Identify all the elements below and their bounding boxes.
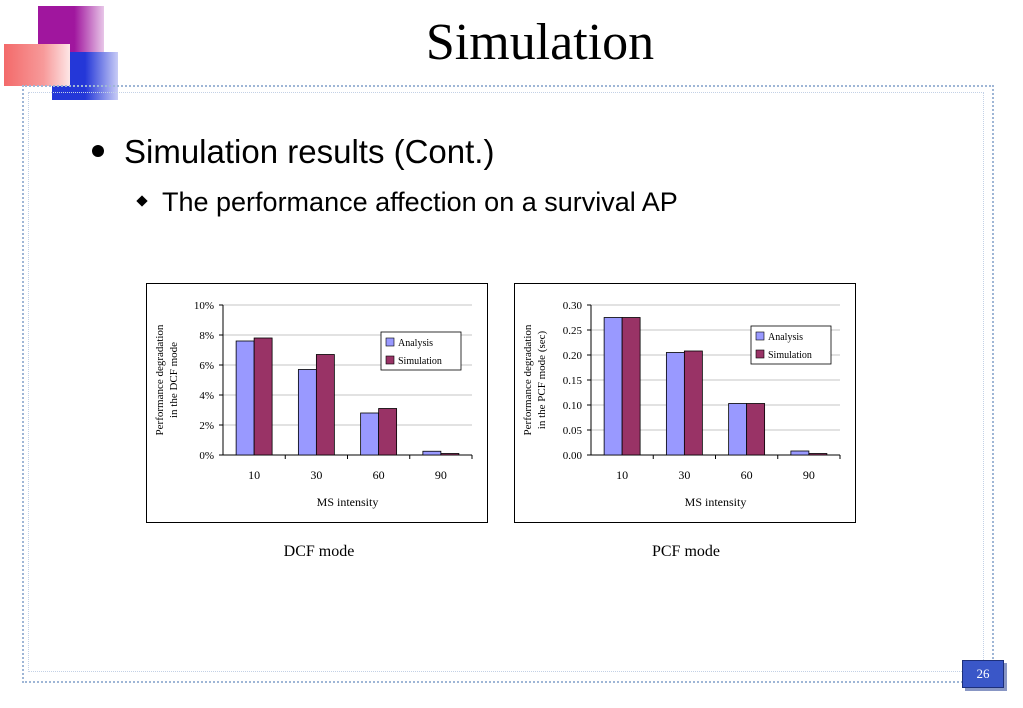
bar-simulation-90 — [808, 453, 828, 456]
deco-square-salmon — [4, 44, 70, 86]
x-tick-label: 10 — [616, 468, 628, 482]
legend-label-simulation: Simulation — [398, 356, 442, 367]
y-tick-label: 0.20 — [563, 350, 583, 362]
x-axis-label: MS intensity — [317, 495, 379, 509]
bar-simulation-30 — [683, 350, 703, 456]
pcf-chart: 0.00 0.05 0.10 0.15 0.20 0.25 0.30 10 30 60 90 MS i… — [522, 300, 841, 509]
bar-analysis-60 — [728, 403, 748, 456]
bullet-level-1: Simulation results (Cont.) — [92, 133, 494, 171]
bullet-1-text: Simulation results (Cont.) — [124, 133, 495, 170]
bullet-dot-icon — [92, 145, 104, 158]
bar-analysis-90 — [422, 450, 442, 456]
bar-analysis-10 — [603, 317, 623, 456]
bullet-level-2: The performance affection on a survival … — [136, 187, 678, 218]
bullet-diamond-icon — [136, 195, 148, 207]
x-tick-label: 90 — [803, 468, 815, 482]
bar-simulation-30 — [315, 354, 335, 456]
x-tick-label: 30 — [310, 468, 322, 482]
y-tick-label: 2% — [199, 420, 214, 432]
bar-simulation-90 — [440, 453, 460, 456]
legend-label-analysis: Analysis — [398, 338, 433, 349]
y-axis-label-line-2: in the DCF mode — [168, 342, 180, 418]
y-tick-label: 0.10 — [563, 400, 583, 412]
dcf-caption: DCF mode — [283, 543, 355, 560]
bar-simulation-10 — [621, 317, 641, 456]
x-tick-label: 90 — [435, 468, 447, 482]
pcf-chart-box: 0.00 0.05 0.10 0.15 0.20 0.25 0.30 10 30 60 90 MS i… — [514, 283, 856, 523]
x-axis-label: MS intensity — [685, 495, 747, 509]
bar-analysis-30 — [665, 352, 685, 456]
y-tick-label: 8% — [199, 330, 214, 342]
legend-swatch-analysis — [385, 337, 395, 347]
legend-label-analysis: Analysis — [768, 332, 803, 343]
x-tick-label: 30 — [678, 468, 690, 482]
y-tick-label: 0.00 — [563, 450, 583, 462]
x-tick-label: 60 — [741, 468, 753, 482]
legend-swatch-simulation — [385, 355, 395, 365]
y-tick-label: 0.25 — [563, 325, 583, 337]
pcf-caption: PCF mode — [651, 543, 720, 560]
bar-simulation-10 — [253, 337, 273, 456]
bar-analysis-10 — [235, 340, 255, 456]
bar-analysis-90 — [790, 450, 810, 456]
slide-frame-inner — [28, 92, 984, 672]
dcf-chart: 0% 2% 4% 6% 8% 10% 10 30 60 90 MS intensity Perform… — [154, 300, 473, 509]
legend-label-simulation: Simulation — [768, 350, 812, 361]
y-tick-label: 0% — [199, 450, 214, 462]
bar-analysis-60 — [360, 412, 380, 456]
legend-box — [380, 331, 462, 371]
dcf-chart-box: 0% 2% 4% 6% 8% 10% 10 30 60 90 MS intensity Perform… — [146, 283, 488, 523]
legend-box — [750, 325, 832, 365]
y-tick-label: 4% — [199, 390, 214, 402]
y-axis-label-line-2: in the PCF mode (sec) — [536, 330, 548, 429]
y-tick-label: 0.30 — [563, 300, 583, 312]
y-tick-label: 6% — [199, 360, 214, 372]
legend-swatch-analysis — [755, 331, 765, 341]
bar-simulation-60 — [378, 408, 398, 456]
y-tick-label: 0.05 — [563, 425, 583, 437]
slide-frame — [22, 85, 994, 683]
x-tick-label: 10 — [248, 468, 260, 482]
x-tick-label: 60 — [373, 468, 385, 482]
y-axis-label-line-1: Performance degradation — [154, 324, 166, 435]
legend-swatch-simulation — [755, 349, 765, 359]
slide-title: Simulation — [425, 14, 655, 71]
bullet-2-text: The performance affection on a survival … — [162, 187, 678, 217]
bar-analysis-30 — [297, 369, 317, 456]
y-axis-label-line-1: Performance degradation — [522, 324, 534, 435]
y-tick-label: 0.15 — [563, 375, 583, 387]
y-tick-label: 10% — [194, 300, 214, 312]
page-number: 26 — [962, 660, 1004, 688]
bar-simulation-60 — [746, 403, 766, 456]
